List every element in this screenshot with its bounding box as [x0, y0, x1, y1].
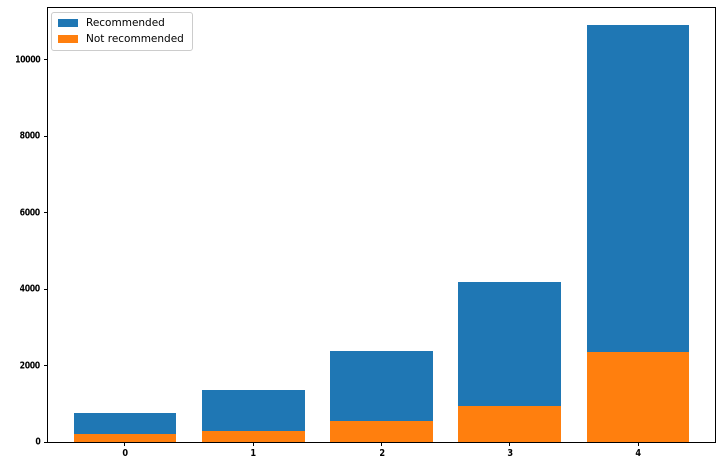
x-tick-mark-2	[381, 442, 382, 446]
y-tick-mark-2000	[44, 365, 48, 367]
x-tick-label-0: 0	[122, 448, 128, 459]
y-tick-mark-0	[44, 441, 48, 443]
x-axis: 0 1 2 3 4	[48, 8, 715, 459]
y-tick-mark-8000	[44, 135, 48, 137]
y-tick-label-8000: 8000	[19, 130, 41, 142]
bar-2-segment-not-recommended	[330, 420, 433, 442]
y-tick-label-10000: 10000	[14, 54, 41, 66]
y-tick-mark-10000	[44, 59, 48, 61]
x-tick-mark-3	[509, 442, 511, 446]
bar-4-segment-recommended	[586, 25, 690, 353]
x-tick-mark-1	[252, 442, 254, 446]
legend-swatch-not-recommended-icon	[58, 35, 78, 43]
legend-entry-not-recommended: Not recommended	[58, 33, 184, 45]
plot-area: 0 2000 4000 6000 8000 10000 0 1 2 3 4 Recommended…	[15, 7, 716, 459]
legend-swatch-recommended-icon	[58, 19, 78, 27]
x-tick-mark-4	[637, 442, 639, 446]
bars-layer	[48, 8, 715, 442]
bar-3-segment-not-recommended	[458, 405, 562, 442]
legend-label-recommended: Recommended	[86, 17, 165, 29]
y-tick-mark-4000	[44, 288, 48, 290]
x-tick-label-2: 2	[378, 448, 385, 459]
legend-label-not-recommended: Not recommended	[86, 33, 184, 45]
bar-4-segment-not-recommended	[586, 352, 690, 442]
y-tick-mark-6000	[44, 212, 48, 214]
bar-1-segment-not-recommended	[201, 430, 305, 442]
legend: Recommended Not recommended	[51, 12, 193, 51]
y-tick-label-2000: 2000	[19, 360, 41, 372]
bar-3-segment-recommended	[458, 281, 562, 406]
bar-0-segment-not-recommended	[73, 434, 177, 442]
bar-2-segment-recommended	[330, 350, 433, 421]
x-tick-mark-0	[124, 442, 126, 446]
x-tick-label-4: 4	[635, 448, 641, 459]
legend-entry-recommended: Recommended	[58, 17, 184, 29]
y-tick-label-6000: 6000	[19, 207, 41, 219]
bar-0-segment-recommended	[73, 412, 177, 435]
x-tick-label-3: 3	[507, 448, 513, 459]
y-tick-label-4000: 4000	[19, 283, 41, 295]
y-axis: 0 2000 4000 6000 8000 10000	[15, 8, 715, 448]
y-tick-label-0: 0	[34, 436, 40, 448]
x-tick-label-1: 1	[250, 448, 257, 459]
bar-1-segment-recommended	[201, 390, 305, 431]
